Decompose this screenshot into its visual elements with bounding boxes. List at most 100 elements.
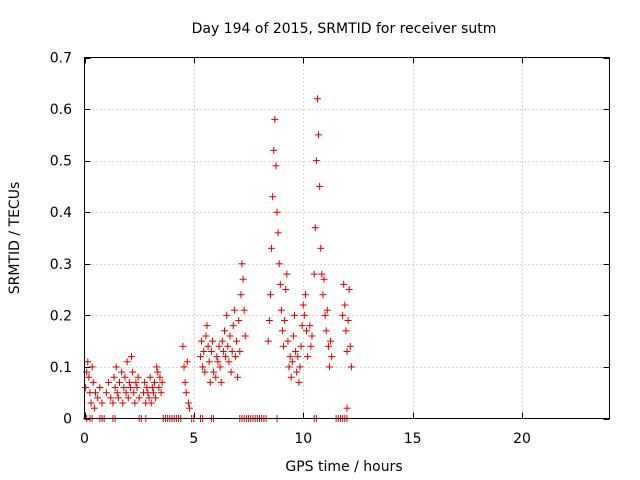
- data-points: [82, 95, 355, 422]
- x-tick-label: 20: [513, 431, 531, 447]
- data-point: [181, 378, 189, 386]
- data-point: [110, 373, 118, 381]
- data-point: [306, 322, 314, 330]
- data-point: [272, 162, 280, 170]
- data-point: [266, 291, 274, 299]
- data-point: [265, 317, 273, 325]
- x-axis-label: GPS time / hours: [285, 459, 402, 475]
- data-point: [229, 322, 237, 330]
- data-point: [280, 342, 288, 350]
- data-point: [234, 373, 242, 381]
- data-point: [208, 337, 216, 345]
- data-point: [87, 399, 95, 407]
- data-point: [89, 378, 97, 386]
- data-point: [199, 363, 207, 371]
- data-point: [203, 322, 211, 330]
- data-point: [233, 337, 241, 345]
- data-point: [84, 358, 92, 366]
- data-point: [124, 394, 132, 402]
- data-point: [122, 389, 130, 397]
- data-point: [346, 342, 354, 350]
- data-point: [275, 260, 283, 268]
- y-axis-label: SRMTID / TECUs: [7, 182, 23, 295]
- data-point: [289, 332, 297, 340]
- data-point: [287, 373, 295, 381]
- data-point: [282, 286, 290, 294]
- data-point: [323, 306, 331, 314]
- data-point: [157, 389, 165, 397]
- data-point: [120, 384, 128, 392]
- data-point: [151, 378, 158, 386]
- data-point: [339, 311, 347, 319]
- data-point: [131, 399, 139, 407]
- data-point: [237, 291, 245, 299]
- data-point: [183, 358, 191, 366]
- data-point: [213, 353, 221, 361]
- data-point: [158, 378, 166, 386]
- data-point: [207, 347, 215, 355]
- plot-frame: [84, 57, 610, 419]
- data-point: [304, 353, 312, 361]
- data-point: [204, 342, 212, 350]
- data-point: [230, 306, 238, 314]
- data-point: [96, 384, 104, 392]
- data-point: [90, 404, 98, 412]
- data-point: [114, 394, 122, 402]
- data-point: [326, 363, 333, 371]
- data-point: [196, 353, 204, 361]
- data-point: [322, 327, 330, 335]
- data-point: [222, 353, 230, 361]
- data-point: [128, 353, 136, 361]
- data-point: [91, 389, 99, 397]
- data-point: [198, 337, 206, 345]
- data-point: [133, 384, 141, 392]
- y-tick-label: 0.5: [50, 154, 72, 170]
- data-point: [294, 353, 302, 361]
- data-point: [316, 182, 324, 190]
- data-point: [299, 301, 307, 309]
- data-point: [88, 363, 96, 371]
- data-point: [293, 368, 301, 376]
- data-point: [343, 404, 351, 412]
- data-point: [238, 260, 246, 268]
- data-point: [156, 373, 164, 381]
- data-point: [241, 332, 249, 340]
- data-point: [236, 347, 244, 355]
- data-point: [216, 363, 224, 371]
- data-point: [98, 399, 106, 407]
- data-point: [180, 363, 188, 371]
- data-point: [303, 327, 311, 335]
- data-point: [283, 270, 291, 278]
- axis-ticks: 0 5 10 15 20 0 0.1 0.2 0.3 0.4 0.5 0.6 0.7: [50, 51, 610, 447]
- data-point: [219, 347, 227, 355]
- data-point: [268, 244, 276, 252]
- data-point: [125, 378, 133, 386]
- data-point: [214, 358, 222, 366]
- data-point: [154, 368, 162, 376]
- x-tick-label: 15: [404, 431, 422, 447]
- y-tick-label: 0.3: [50, 257, 72, 273]
- data-point: [223, 311, 231, 319]
- data-point: [321, 311, 329, 319]
- data-point: [285, 363, 293, 371]
- data-point: [319, 291, 327, 299]
- data-point: [184, 399, 192, 407]
- data-point: [295, 378, 303, 386]
- data-point: [113, 389, 121, 397]
- data-point: [149, 389, 157, 397]
- data-point: [296, 363, 304, 371]
- data-point: [310, 270, 318, 278]
- data-point: [342, 327, 350, 335]
- data-point: [152, 394, 160, 402]
- data-point: [318, 270, 326, 278]
- data-point: [301, 291, 309, 299]
- data-point: [111, 384, 119, 392]
- data-point: [317, 244, 325, 252]
- data-point: [231, 353, 239, 361]
- data-point: [200, 347, 208, 355]
- data-point: [218, 337, 226, 345]
- data-point: [276, 280, 284, 288]
- data-point: [312, 157, 320, 165]
- data-point: [132, 378, 140, 386]
